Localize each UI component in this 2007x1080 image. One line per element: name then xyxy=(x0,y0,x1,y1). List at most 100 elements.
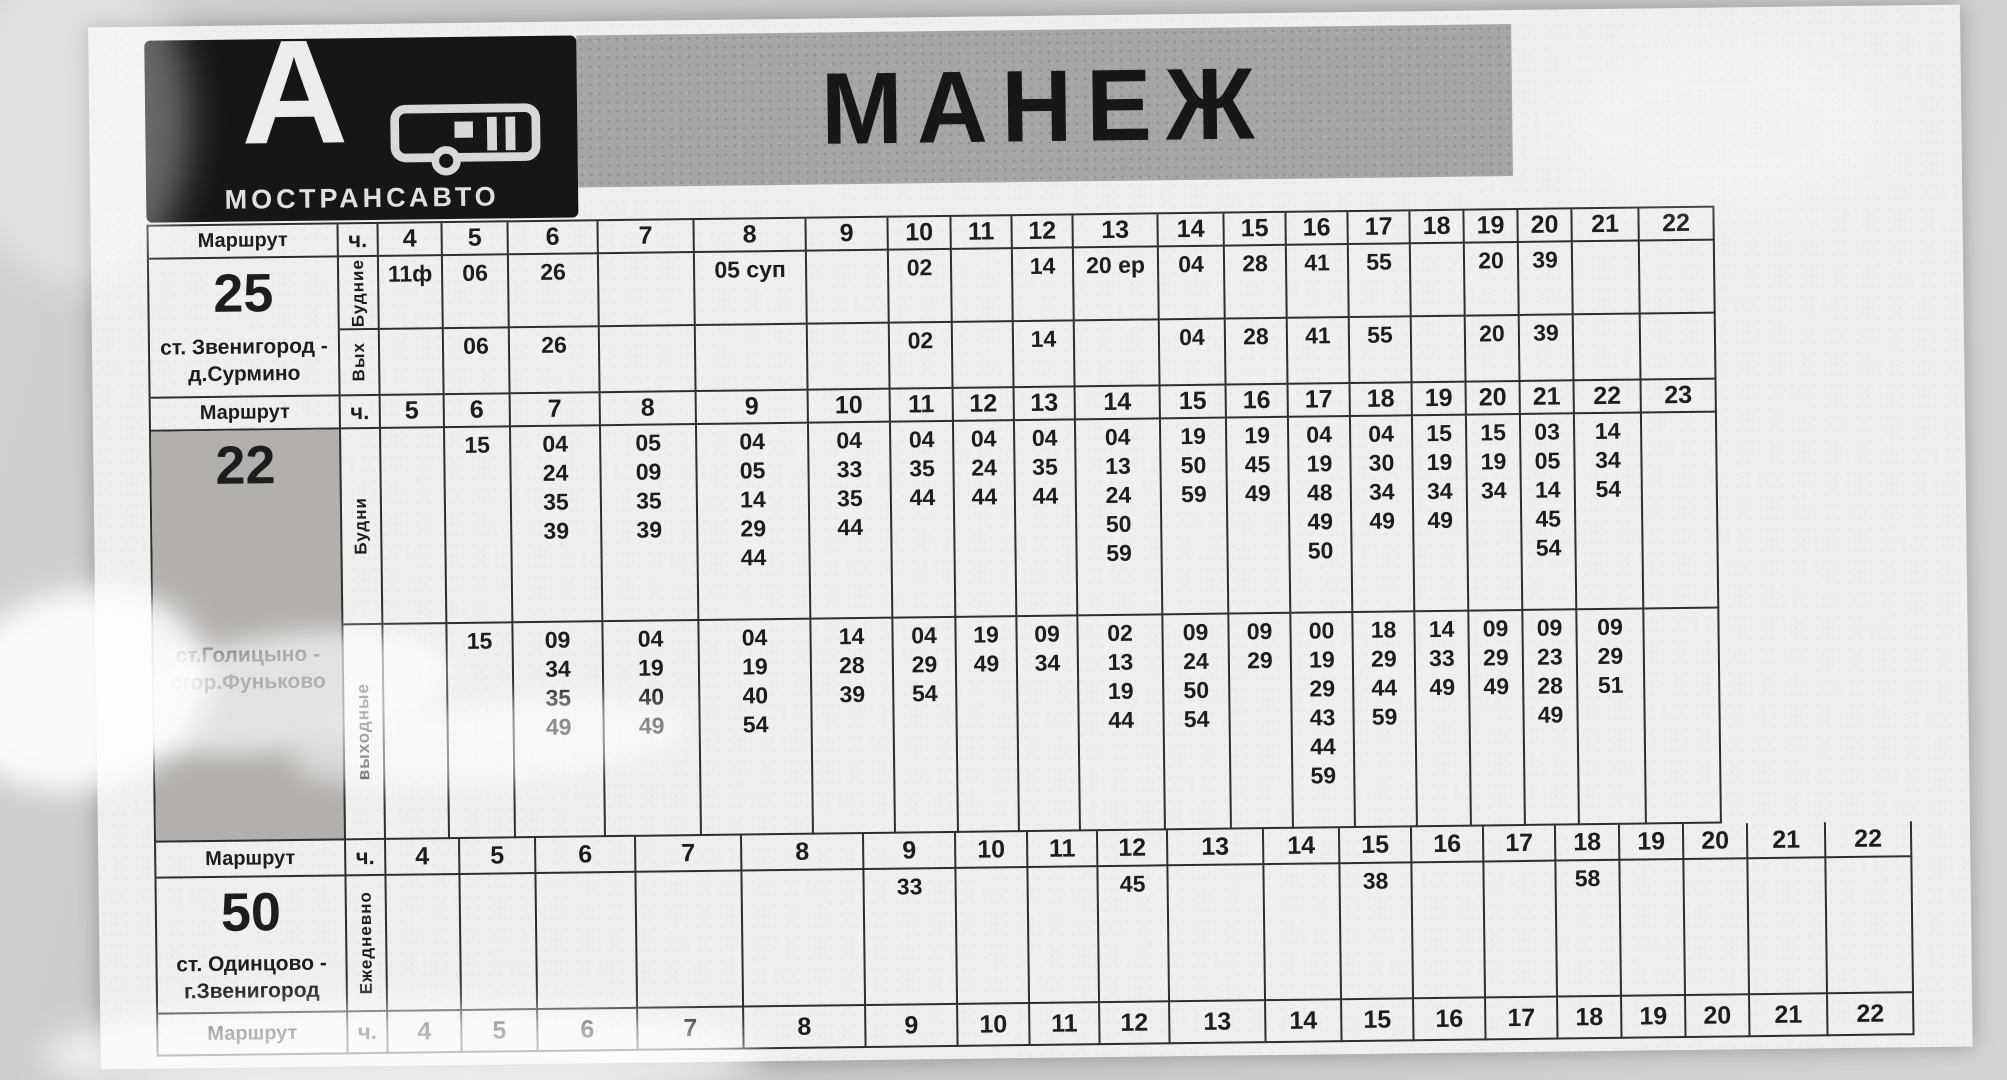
time-cell: 02 13 19 44 xyxy=(1078,615,1166,832)
minute-value: 15 xyxy=(466,627,493,654)
hour-header-cell: 13 xyxy=(1170,1001,1267,1045)
section-route-22: Маршрут ч. 5 6 7 8 9 10 11 12 13 14 15 16 17 18 19 20 21 22… xyxy=(148,379,1722,843)
minute-value: 20 xyxy=(1478,247,1504,274)
minute-value: 40 xyxy=(742,682,769,709)
time-cell: 09 29 51 xyxy=(1577,609,1647,826)
day-type-label: Ежедневно xyxy=(355,891,376,995)
minute-value: 30 xyxy=(1368,449,1395,476)
day-type-cell: выходные xyxy=(343,624,387,841)
hour-header-cell: 12 xyxy=(953,388,1015,422)
hour-header-cell: 20 xyxy=(1686,995,1751,1038)
minute-value: 26 xyxy=(540,258,567,285)
route-number: 25 xyxy=(212,263,274,324)
route-cell: 50 ст. Одинцово - г.Звенигород xyxy=(156,876,349,1015)
time-cell: 33 xyxy=(864,868,959,1007)
time-cell: 04 30 34 49 xyxy=(1350,416,1416,614)
route-header-cell: Маршрут xyxy=(148,224,339,260)
time-cell: 14 28 39 xyxy=(811,618,896,835)
minute-value: 54 xyxy=(1183,705,1210,733)
minute-value: 59 xyxy=(1310,762,1337,789)
day-type-label: Будни xyxy=(350,497,371,556)
time-cell: 04 13 24 50 59 xyxy=(1075,419,1164,617)
minute-value: 29 xyxy=(911,651,938,678)
minute-value: 44 xyxy=(971,483,998,510)
time-cell: 19 49 xyxy=(956,617,1020,833)
minute-value: 24 xyxy=(971,454,997,481)
hour-header-cell: 9 xyxy=(866,1004,959,1048)
minute-value: 19 xyxy=(1308,646,1335,673)
minute-value: 54 xyxy=(1595,475,1622,503)
time-cell xyxy=(386,874,463,1012)
time-cell: 19 50 59 xyxy=(1160,418,1230,616)
station-name: ст. Звенигород - д.Сурмино xyxy=(160,334,328,386)
route-header-cell: Маршрут xyxy=(156,840,347,879)
hour-header-cell: 7 xyxy=(510,393,601,428)
minute-value: 34 xyxy=(1426,477,1453,505)
minute-value: 20 xyxy=(1478,320,1505,347)
minute-value: 33 xyxy=(836,456,863,483)
hour-header-cell: 21 xyxy=(1520,381,1575,415)
minute-value: 54 xyxy=(1535,534,1562,561)
minute-value: 19 xyxy=(973,621,1000,648)
time-cell: 04 xyxy=(1159,319,1227,387)
hour-header-cell: 19 xyxy=(1619,823,1685,861)
minute-value: 35 xyxy=(1032,453,1058,480)
bus-icon xyxy=(389,100,542,183)
hour-header-cell: 14 xyxy=(1263,828,1341,866)
minute-value: 59 xyxy=(1106,539,1133,567)
minute-value: 04 xyxy=(1178,323,1205,351)
minute-value: 29 xyxy=(1597,642,1624,670)
minute-value: 26 xyxy=(541,331,567,358)
minute-value: 24 xyxy=(542,459,569,486)
time-cell xyxy=(1748,858,1829,996)
minute-value: 09 xyxy=(1536,614,1563,641)
time-cell: 05 09 35 39 xyxy=(600,425,700,623)
time-cell xyxy=(599,326,697,394)
minute-value: 05 xyxy=(635,429,662,456)
time-cell: 04 05 14 29 44 xyxy=(696,423,812,622)
minute-value: 15 xyxy=(464,431,491,458)
time-cell xyxy=(1640,313,1717,381)
minute-value: 13 xyxy=(1105,452,1131,480)
hour-header-cell: 7 xyxy=(635,835,743,873)
hour-header-cell: 8 xyxy=(694,218,807,254)
day-type-label: Вых xyxy=(348,342,369,382)
time-cell xyxy=(807,323,891,391)
hour-header-cell: 4 xyxy=(386,838,461,876)
time-cell xyxy=(1264,864,1343,1002)
time-cell: 26 xyxy=(509,327,601,395)
minute-value: 19 xyxy=(1107,677,1134,705)
minute-value: 05 xyxy=(739,457,766,484)
time-cell xyxy=(951,249,1014,323)
time-cell: 15 xyxy=(447,623,517,840)
time-cell: 58 xyxy=(1556,860,1623,998)
minute-value: 34 xyxy=(1034,649,1061,676)
route-cell: 22 ст.Голицыно - сгор.Фуньково xyxy=(151,429,347,843)
time-cell: 18 29 44 59 xyxy=(1353,612,1418,829)
time-cell: 38 xyxy=(1340,863,1415,1001)
hour-header-cell: 5 xyxy=(442,222,509,257)
minute-value: 35 xyxy=(836,485,863,512)
minute-value: 04 xyxy=(970,425,997,452)
minute-value: 19 xyxy=(1306,450,1333,477)
minute-value: 35 xyxy=(542,488,569,515)
minute-value: 15 xyxy=(1426,419,1453,447)
minute-value: 23 xyxy=(1536,643,1563,670)
hour-header-cell: 15 xyxy=(1342,999,1415,1043)
time-cell: 04 29 54 xyxy=(893,617,959,834)
hour-header-cell: 8 xyxy=(600,392,697,427)
hour-header-cell: 17 xyxy=(1348,211,1411,246)
time-cell xyxy=(636,871,745,1009)
hour-header-cell: 15 xyxy=(1160,385,1227,420)
minute-value: 33 xyxy=(896,873,923,900)
minute-value: 09 xyxy=(1034,620,1061,647)
time-cell xyxy=(1641,412,1720,610)
minute-value: 29 xyxy=(1482,644,1509,671)
time-cell xyxy=(460,874,539,1011)
minute-value: 09 xyxy=(1482,615,1509,642)
minute-value: 34 xyxy=(1480,477,1507,504)
hour-header-cell: 9 xyxy=(863,832,957,871)
time-cell: 20 ер xyxy=(1073,247,1160,322)
minute-value: 41 xyxy=(1304,322,1331,349)
minute-value: 49 xyxy=(973,650,1000,677)
